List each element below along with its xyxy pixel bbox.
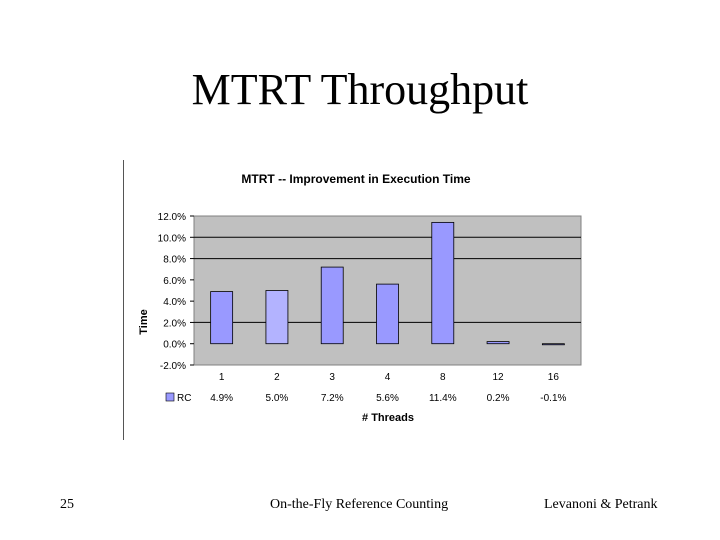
bar (265, 290, 289, 345)
bar (210, 291, 234, 345)
bar (431, 221, 455, 345)
footer-authors: Levanoni & Petrank (544, 497, 658, 512)
y-axis-label: Time (138, 309, 150, 334)
bar (320, 266, 344, 345)
x-axis-label: # Threads (362, 412, 414, 424)
data-label: 0.2% (487, 393, 510, 404)
chart-title: MTRT -- Improvement in Execution Time (241, 172, 470, 186)
data-label: 4.9% (210, 393, 233, 404)
legend-series-name: RC (177, 393, 191, 404)
x-tick-label: 1 (219, 372, 225, 383)
x-tick-label: 4 (385, 372, 391, 383)
data-label: 5.6% (376, 393, 399, 404)
footer-title: On-the-Fly Reference Counting (270, 497, 449, 512)
y-tick-label: 0.0% (163, 340, 186, 351)
x-tick-label: 2 (274, 372, 280, 383)
chart-frame-line (123, 160, 124, 440)
y-tick-label: 12.0% (158, 212, 186, 223)
slide-title: MTRT Throughput (191, 65, 529, 114)
y-tick-label: -2.0% (160, 361, 186, 372)
bar (486, 341, 510, 345)
data-label: -0.1% (540, 393, 566, 404)
y-tick-label: 2.0% (163, 318, 186, 329)
y-tick-label: 4.0% (163, 297, 186, 308)
x-tick-label: 12 (493, 372, 505, 383)
bar (541, 343, 565, 346)
y-tick-label: 10.0% (158, 233, 186, 244)
legend-swatch (165, 392, 175, 402)
x-tick-label: 16 (548, 372, 560, 383)
bar (376, 283, 399, 345)
data-table: RC 4.9% 5.0% 7.2% 5.6% 11.4% 0.2% -0.1% (165, 392, 567, 404)
data-label: 5.0% (266, 393, 289, 404)
data-label: 11.4% (429, 393, 457, 404)
y-tick-label: 8.0% (163, 255, 186, 266)
x-tick-label: 8 (440, 372, 446, 383)
slide-number: 25 (60, 497, 74, 512)
y-tick-label: 6.0% (163, 276, 186, 287)
x-tick-label: 3 (329, 372, 335, 383)
plot-area: 12.0%10.0%8.0%6.0%4.0%2.0%0.0%-2.0%1 2 3 4 8… (158, 212, 582, 383)
data-label: 7.2% (321, 393, 344, 404)
